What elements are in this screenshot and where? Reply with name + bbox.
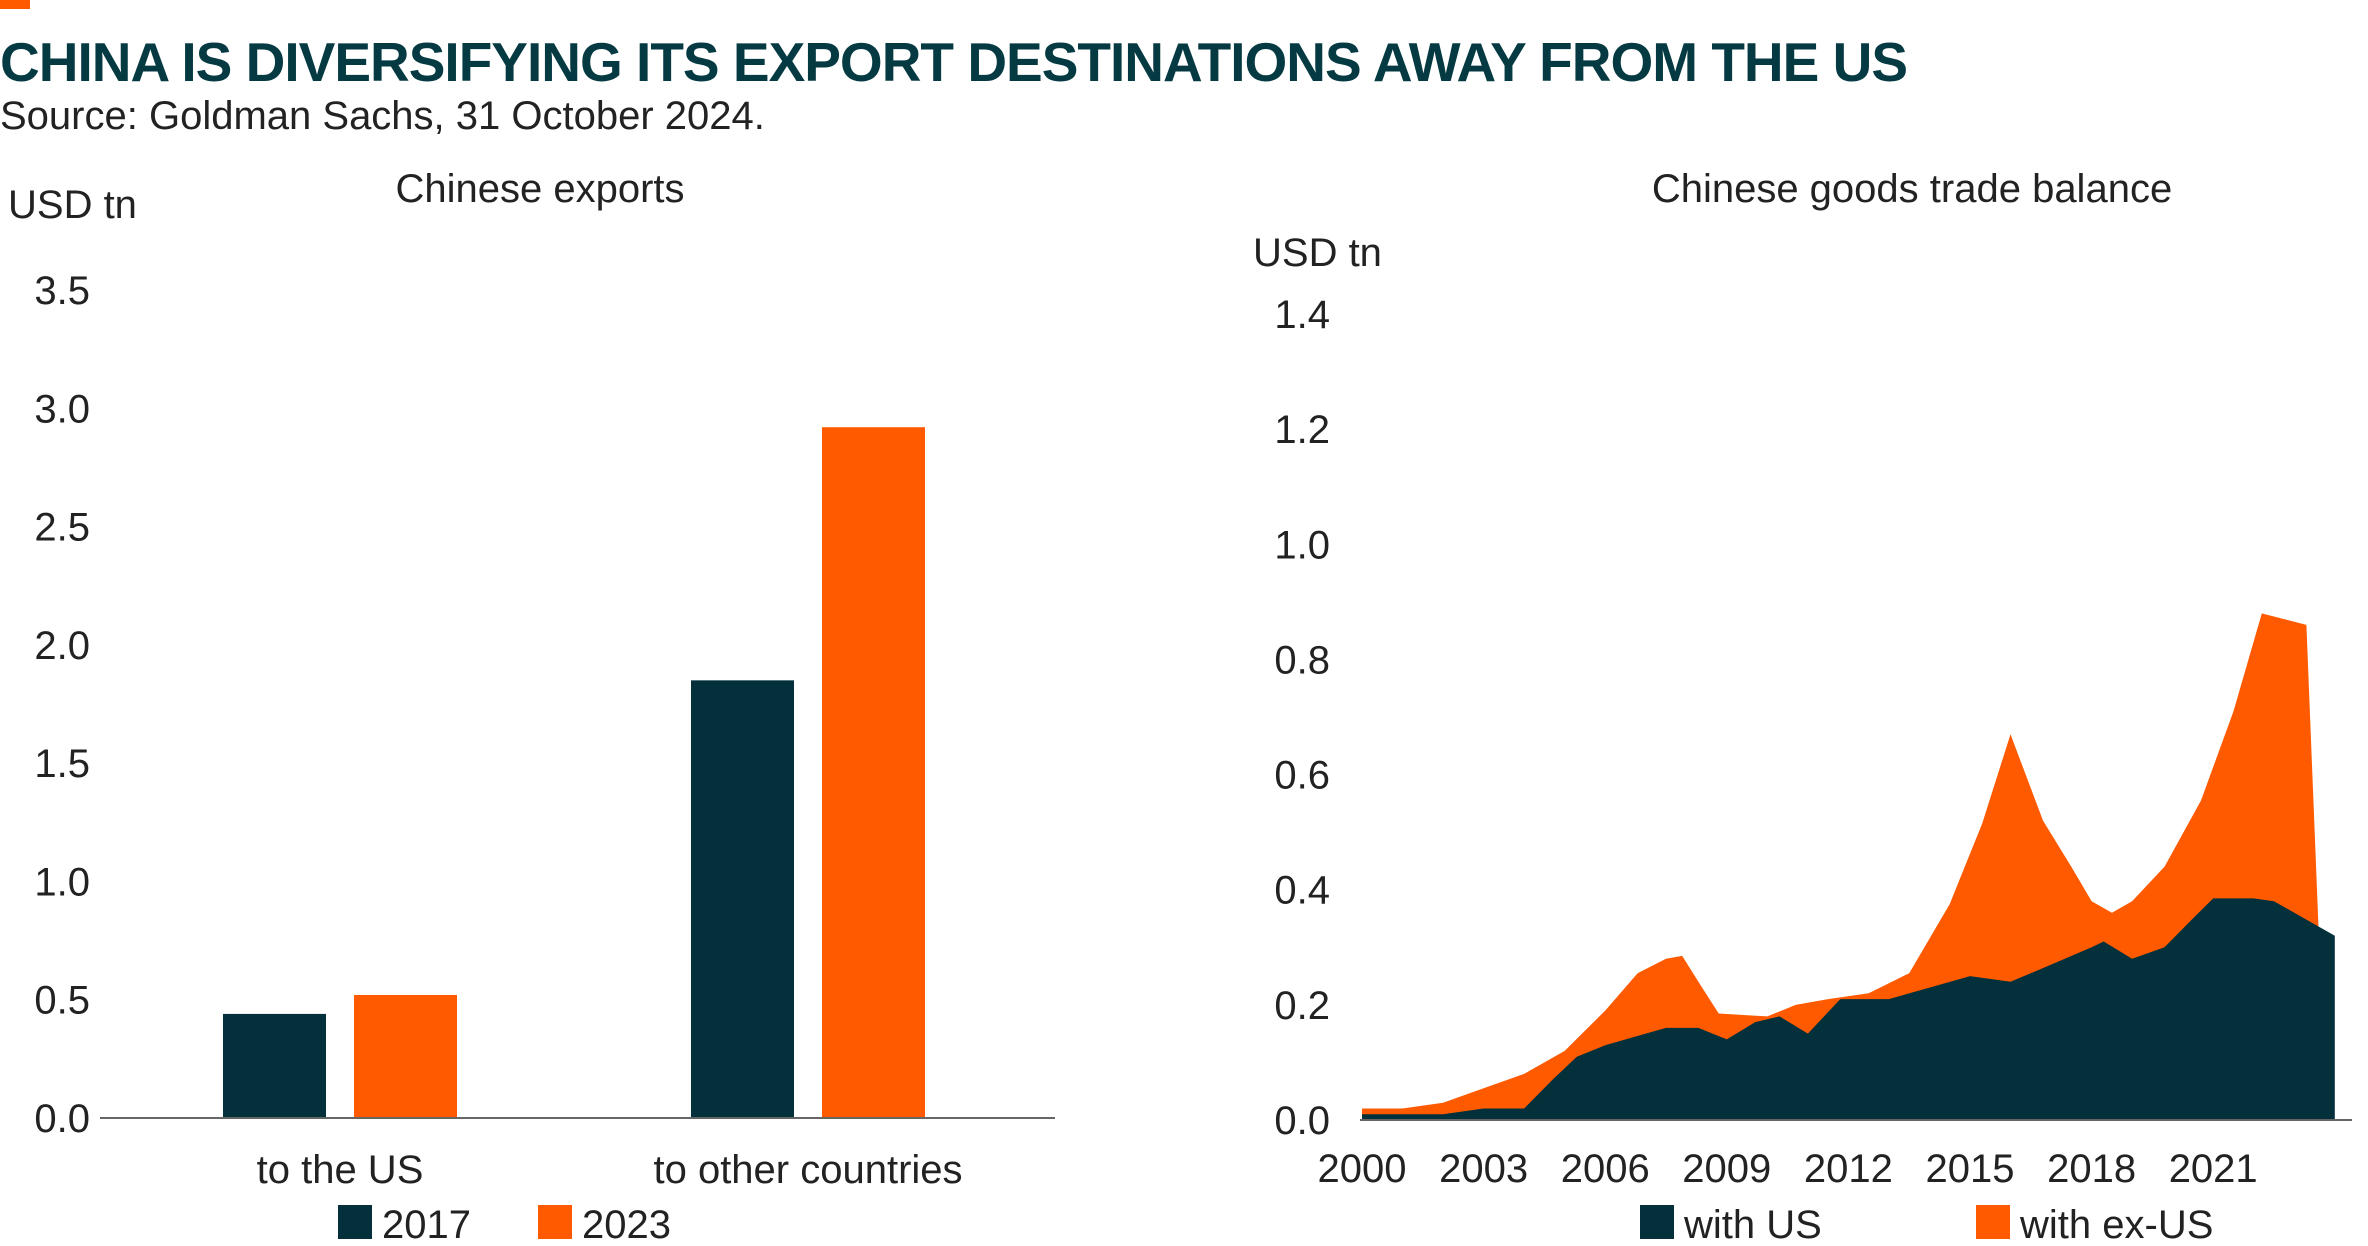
exports-y-tick-label: 2.5 (34, 506, 90, 550)
exports-y-tick-label: 2.0 (34, 624, 90, 668)
series-area-with-us (1362, 898, 2335, 1120)
exports-y-tick-label: 3.0 (34, 387, 90, 431)
trade-balance-chart-title: Chinese goods trade balance (1652, 167, 2172, 211)
trade-balance-y-tick-label: 0.6 (1274, 754, 1330, 798)
trade-balance-y-tick-label: 0.4 (1274, 869, 1330, 913)
trade-balance-x-tick-label: 2012 (1804, 1147, 1893, 1191)
trade-balance-x-tick-label: 2006 (1561, 1147, 1650, 1191)
trade-balance-y-tick-label: 1.0 (1274, 523, 1330, 567)
accent-bar (0, 0, 30, 9)
exports-y-tick-label: 0.5 (34, 979, 90, 1023)
trade-balance-y-tick-label: 0.2 (1274, 984, 1330, 1028)
trade-balance-y-axis-unit: USD tn (1253, 231, 1382, 275)
trade-balance-y-tick-label: 1.2 (1274, 408, 1330, 452)
exports-y-axis-unit: USD tn (8, 183, 137, 227)
trade-balance-x-tick-label: 2009 (1682, 1147, 1771, 1191)
legend-swatch-with-US (1640, 1205, 1674, 1239)
legend-swatch-with-ex-US (1976, 1205, 2010, 1239)
trade-balance-y-tick-label: 0.0 (1274, 1099, 1330, 1143)
legend-label-2017: 2017 (382, 1203, 471, 1246)
bar-2017-to-us (223, 1013, 326, 1118)
trade-balance-x-tick-label: 2003 (1439, 1147, 1528, 1191)
legend-swatch-2017 (338, 1205, 372, 1239)
exports-category-label: to the US (257, 1148, 424, 1192)
trade-balance-x-tick-label: 2021 (2169, 1147, 2258, 1191)
trade-balance-x-tick-label: 2015 (1925, 1147, 2014, 1191)
trade-balance-y-tick-label: 0.8 (1274, 638, 1330, 682)
exports-y-tick-label: 1.0 (34, 860, 90, 904)
bar-2023-to-us (354, 994, 457, 1118)
trade-balance-area-chart: Chinese goods trade balance USD tn 0.0 0.… (1253, 167, 2352, 1246)
legend-swatch-2023 (538, 1205, 572, 1239)
legend-label-with-ex-US: with ex-US (2019, 1203, 2213, 1246)
exports-chart-title: Chinese exports (395, 167, 684, 211)
trade-balance-y-tick-label: 1.4 (1274, 293, 1330, 337)
source-note: Source: Goldman Sachs, 31 October 2024. (0, 94, 765, 138)
exports-y-tick-label: 3.5 (34, 269, 90, 313)
exports-y-tick-label: 1.5 (34, 742, 90, 786)
legend-label-with-US: with US (1683, 1203, 1822, 1246)
page-title: CHINA IS DIVERSIFYING ITS EXPORT DESTINA… (0, 31, 1908, 93)
trade-balance-x-tick-label: 2018 (2047, 1147, 2136, 1191)
exports-bar-chart: Chinese exports USD tn 0.0 0.5 1.0 1.5 2.0 2.… (8, 167, 1055, 1246)
exports-y-tick-label: 0.0 (34, 1097, 90, 1141)
exports-category-label: to other countries (653, 1148, 962, 1192)
bar-2017-to-other-countries (691, 680, 794, 1118)
trade-balance-x-tick-label: 2000 (1318, 1147, 1407, 1191)
legend-label-2023: 2023 (582, 1203, 671, 1246)
bar-2023-to-other-countries (822, 427, 925, 1118)
